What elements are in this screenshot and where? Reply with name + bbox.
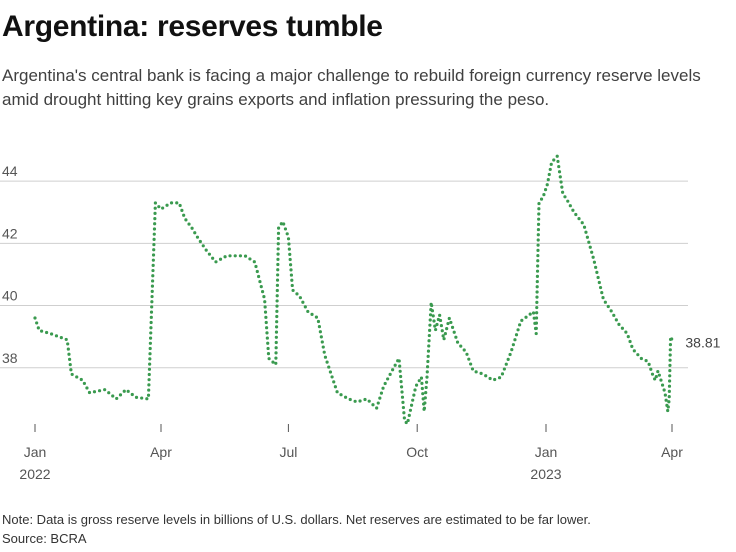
x-axis-ticks: Jan 2022 Apr Jul Oct Jan 2023 Apr xyxy=(19,424,683,482)
chart-subtitle: Argentina's central bank is facing a maj… xyxy=(2,66,701,109)
chart-title: Argentina: reserves tumble xyxy=(2,10,383,43)
series-line-reserves xyxy=(33,152,675,428)
y-tick-label: 38 xyxy=(2,350,18,366)
y-tick-label: 40 xyxy=(2,288,18,304)
reserves-line-chart: 38 40 42 44 Jan 2022 Apr Jul Oct Jan 2023 Apr 38.8… xyxy=(0,152,721,482)
x-tick-label: Jan xyxy=(24,444,47,460)
x-tick-label: Oct xyxy=(406,444,428,460)
gridlines xyxy=(0,180,688,369)
x-tick-label: Jan xyxy=(535,444,558,460)
y-tick-label: 44 xyxy=(2,163,18,179)
x-tick-year-label: 2022 xyxy=(19,466,50,482)
footnote: Note: Data is gross reserve levels in bi… xyxy=(2,512,591,527)
y-tick-label: 42 xyxy=(2,225,18,241)
x-tick-year-label: 2023 xyxy=(530,466,561,482)
source-credit: Source: BCRA xyxy=(2,531,87,546)
end-value-label: 38.81 xyxy=(685,335,720,351)
x-tick-label: Apr xyxy=(661,444,683,460)
y-axis-ticks: 38 40 42 44 xyxy=(2,163,18,366)
x-tick-label: Apr xyxy=(150,444,172,460)
x-tick-label: Jul xyxy=(279,444,297,460)
